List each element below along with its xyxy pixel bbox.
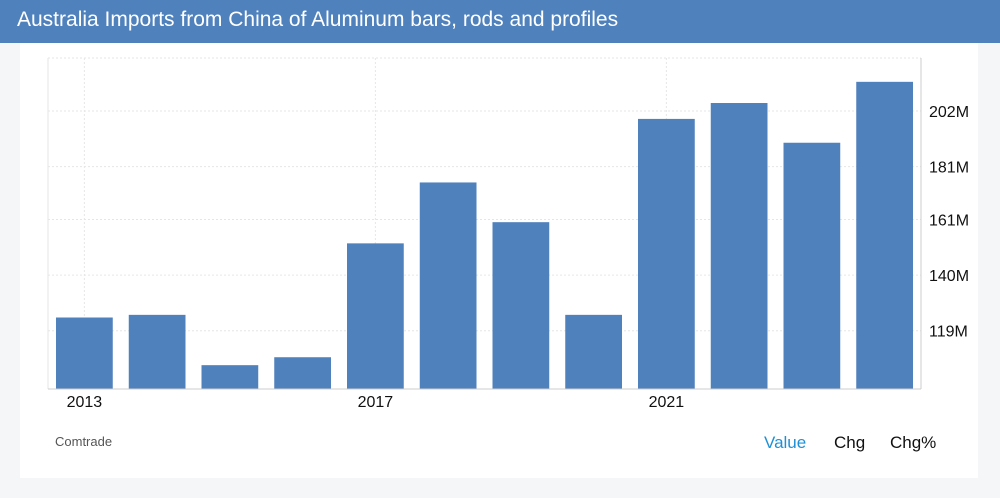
tab-chg[interactable]: Chg <box>834 433 866 452</box>
y-tick-label: 161M <box>929 213 969 230</box>
bar <box>710 103 768 390</box>
bar <box>565 314 622 389</box>
source-label: Comtrade <box>55 434 113 449</box>
tab-chg-percent[interactable]: Chg% <box>890 433 937 452</box>
bar <box>638 118 695 390</box>
bar <box>128 314 186 389</box>
bar <box>783 142 841 389</box>
y-tick-label: 202M <box>929 104 969 121</box>
bar <box>56 317 113 389</box>
x-tick-label: 2017 <box>358 394 394 411</box>
y-tick-label: 119M <box>929 324 968 341</box>
bar <box>347 243 404 389</box>
bar <box>856 81 913 389</box>
bar <box>419 182 477 389</box>
chart-header: Australia Imports from China of Aluminum… <box>0 0 1000 43</box>
bar <box>492 222 550 389</box>
bar <box>274 357 331 389</box>
x-tick-label: 2013 <box>67 394 103 411</box>
tab-value[interactable]: Value <box>764 433 807 452</box>
y-tick-label: 181M <box>929 160 969 177</box>
x-tick-label: 2021 <box>649 394 685 411</box>
bar <box>201 365 259 389</box>
y-tick-label: 140M <box>929 268 969 285</box>
chart-title: Australia Imports from China of Aluminum… <box>17 8 619 31</box>
